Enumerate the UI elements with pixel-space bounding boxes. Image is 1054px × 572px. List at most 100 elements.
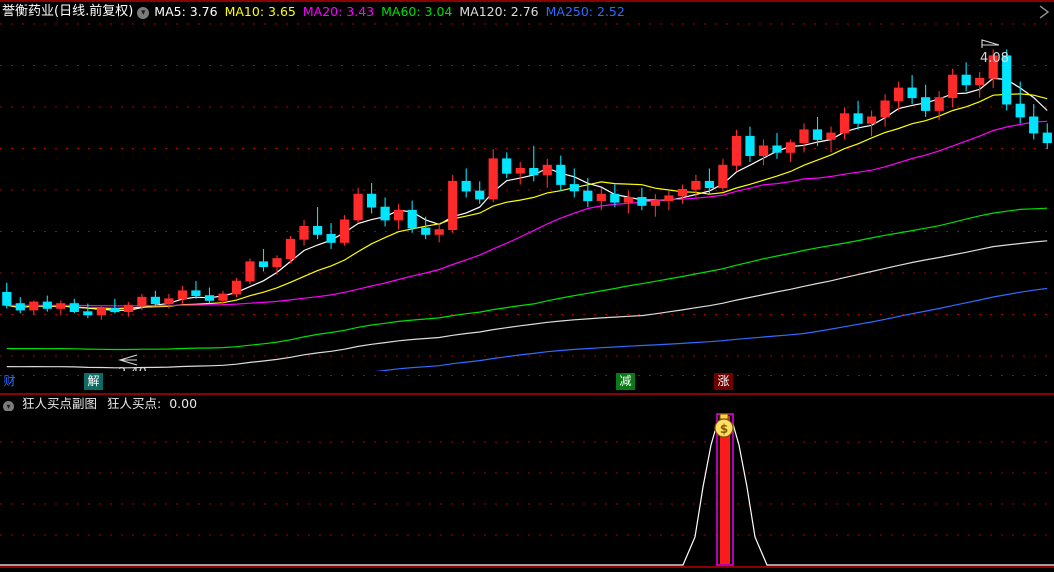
candle — [204, 287, 215, 304]
candle — [164, 293, 174, 309]
candle — [677, 184, 688, 204]
candle — [1002, 49, 1012, 111]
candle — [812, 116, 823, 146]
sub-indicator-header: ▾ 狂人买点副图 狂人买点: 0.00 — [0, 394, 1054, 412]
candle — [1015, 81, 1025, 124]
candle — [664, 190, 674, 211]
chevron-down-icon[interactable]: ▾ — [137, 6, 150, 19]
ma-legend-item-4: MA120: 2.76 — [459, 4, 539, 19]
candle — [921, 84, 931, 117]
candle — [623, 190, 634, 214]
candle — [353, 187, 363, 224]
ma60-line — [6, 207, 1048, 351]
candle — [366, 182, 377, 214]
ma5-line — [6, 77, 1048, 312]
money-bag-icon[interactable]: $ — [713, 414, 735, 438]
candle — [502, 152, 512, 179]
candle — [691, 174, 701, 198]
signal-marker-strip: 财解减涨 — [0, 371, 1054, 394]
candle — [123, 302, 133, 317]
candle — [718, 158, 728, 191]
candle — [326, 223, 336, 249]
candle — [2, 282, 12, 309]
candle — [934, 91, 944, 121]
candle — [529, 145, 539, 182]
chart-header: 誉衡药业(日线.前复权) ▾ MA5: 3.76 MA10: 3.65 MA20: … — [0, 0, 1054, 21]
candle — [434, 223, 444, 243]
candle — [407, 200, 417, 233]
ma-legend: MA5: 3.76 MA10: 3.65 MA20: 3.43 MA60: 3.04 M… — [154, 2, 632, 21]
candle — [218, 290, 228, 306]
ma120-line — [6, 240, 1048, 369]
buy-point-indicator-chart — [0, 413, 1054, 566]
candle — [975, 71, 985, 98]
candle — [83, 303, 93, 319]
low-price-annotation: 2.40 — [118, 352, 147, 371]
signal-marker-1[interactable]: 解 — [84, 373, 103, 390]
candle — [1029, 104, 1039, 140]
high-price-annotation: 4.08 — [980, 37, 1009, 66]
ma-legend-item-5: MA250: 2.52 — [545, 4, 625, 19]
buy-point-histogram — [0, 423, 1054, 566]
candle — [569, 168, 579, 198]
ma10-line — [6, 93, 1048, 310]
candle — [339, 215, 350, 246]
candle — [542, 158, 552, 188]
panel-collapse-icon[interactable] — [1036, 4, 1052, 20]
candle — [907, 75, 917, 105]
candle — [853, 100, 863, 130]
candle — [515, 162, 525, 185]
candle — [15, 297, 25, 314]
candle — [272, 255, 282, 275]
high-price-value: 4.08 — [980, 51, 1009, 66]
candle — [56, 300, 66, 315]
candle — [380, 197, 390, 227]
signal-marker-3[interactable]: 涨 — [714, 373, 733, 390]
strip-separator — [0, 393, 1054, 394]
chevron-down-icon[interactable]: ▾ — [3, 401, 14, 412]
strip-gridline — [0, 375, 1054, 376]
candle — [961, 62, 971, 92]
candle — [299, 219, 309, 246]
candle — [596, 187, 606, 211]
candle — [177, 285, 187, 304]
sub-indicator-title[interactable]: 狂人买点副图 — [21, 396, 97, 411]
candle — [96, 305, 106, 320]
ma20-line — [6, 120, 1048, 307]
candle — [610, 184, 620, 208]
candle — [1042, 123, 1052, 150]
candle — [461, 168, 471, 198]
signal-marker-2[interactable]: 减 — [616, 373, 635, 390]
low-price-value: 2.40 — [118, 366, 147, 371]
candle — [840, 107, 850, 140]
ma-legend-item-3: MA60: 3.04 — [381, 4, 453, 19]
candle — [704, 168, 715, 195]
candlestick-chart — [0, 23, 1054, 371]
bottom-edge — [0, 568, 1054, 572]
candle — [799, 123, 809, 153]
price-chart-pane[interactable]: 4.08 2.40 — [0, 19, 1054, 371]
candle — [69, 298, 79, 314]
candle — [772, 133, 782, 159]
candle — [867, 110, 877, 137]
svg-text:$: $ — [720, 422, 728, 436]
candle — [312, 207, 323, 240]
candle — [245, 258, 255, 285]
signal-marker-0[interactable]: 财 — [3, 374, 16, 388]
candle — [948, 68, 958, 108]
candle — [137, 293, 147, 311]
pane-baseline — [0, 566, 1054, 568]
sub-indicator-label: 狂人买点: — [106, 396, 162, 411]
stock-name-label[interactable]: 誉衡药业(日线.前复权) — [2, 4, 134, 19]
ma-legend-item-0: MA5: 3.76 — [154, 4, 218, 19]
sub-indicator-pane[interactable]: $ — [0, 411, 1054, 567]
candle — [150, 290, 160, 307]
candle — [393, 203, 404, 230]
candle — [191, 281, 201, 299]
candle — [826, 126, 836, 153]
candle — [110, 298, 120, 314]
candle — [285, 236, 296, 264]
candle — [258, 248, 269, 272]
candle — [785, 139, 796, 163]
